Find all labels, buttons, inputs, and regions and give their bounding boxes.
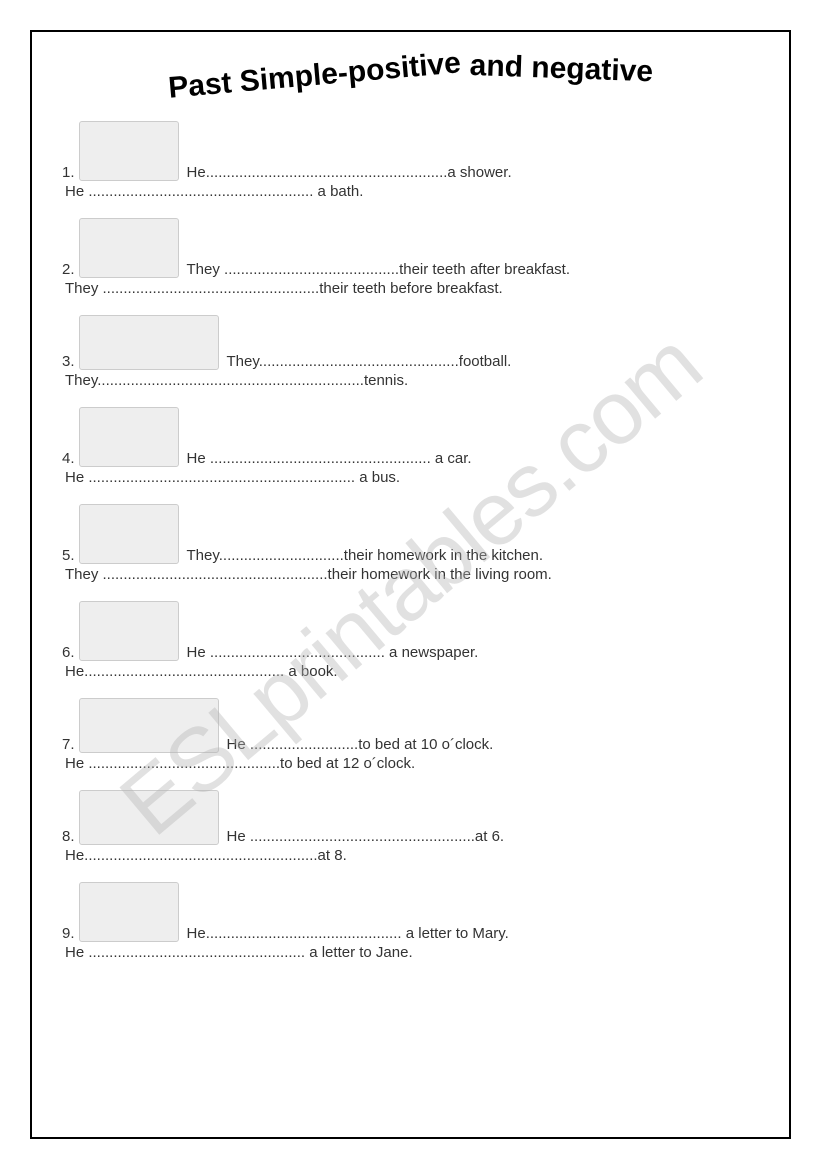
exercise-image <box>79 504 179 564</box>
exercise-line1-text: They..............................their … <box>187 547 544 564</box>
exercise-line2: He......................................… <box>65 663 759 680</box>
exercise-line1-text: They ...................................… <box>187 261 570 278</box>
exercise-line1: 7. He ..........................to bed at… <box>62 698 759 753</box>
page-border: ESLprintables.com Past Simple-positive a… <box>30 30 791 1139</box>
title-part1: Past Simple-positive <box>167 46 462 105</box>
exercise-number: 2. <box>62 261 75 278</box>
exercise-line1-text: He .....................................… <box>187 450 472 467</box>
exercise-image <box>79 315 219 370</box>
exercise-line2: He .....................................… <box>65 944 759 961</box>
title-part2: and negative <box>469 49 653 89</box>
exercise-line1: 8. He ...................................… <box>62 790 759 845</box>
exercise-number: 5. <box>62 547 75 564</box>
exercise-line2: He .....................................… <box>65 183 759 200</box>
exercise-line1-text: He .....................................… <box>227 828 505 845</box>
exercise-number: 6. <box>62 644 75 661</box>
exercise-line2: They....................................… <box>65 372 759 389</box>
exercise-item: 9. He....................................… <box>62 882 759 961</box>
exercise-line1-text: He ..........................to bed at 1… <box>227 736 494 753</box>
exercise-number: 8. <box>62 828 75 845</box>
exercise-line1-text: He......................................… <box>187 925 509 942</box>
exercise-image <box>79 121 179 181</box>
exercise-item: 5. They..............................thei… <box>62 504 759 583</box>
exercise-line2: He .....................................… <box>65 755 759 772</box>
exercise-item: 1. He....................................… <box>62 121 759 200</box>
exercises-container: 1. He....................................… <box>62 121 759 961</box>
exercise-number: 3. <box>62 353 75 370</box>
exercise-image <box>79 218 179 278</box>
exercise-line2: He .....................................… <box>65 469 759 486</box>
exercise-line1: 4. He ...................................… <box>62 407 759 467</box>
exercise-line1: 3. They..................................… <box>62 315 759 370</box>
exercise-number: 7. <box>62 736 75 753</box>
exercise-image <box>79 698 219 753</box>
worksheet-title: Past Simple-positive and negative <box>62 39 760 109</box>
exercise-number: 9. <box>62 925 75 942</box>
exercise-line1: 2. They .................................… <box>62 218 759 278</box>
exercise-item: 7. He ..........................to bed at… <box>62 698 759 772</box>
exercise-item: 6. He ...................................… <box>62 601 759 680</box>
exercise-item: 4. He ...................................… <box>62 407 759 486</box>
exercise-item: 3. They..................................… <box>62 315 759 389</box>
exercise-line2: He......................................… <box>65 847 759 864</box>
exercise-number: 1. <box>62 164 75 181</box>
exercise-line1-text: They....................................… <box>227 353 512 370</box>
exercise-image <box>79 407 179 467</box>
exercise-image <box>79 882 179 942</box>
exercise-image <box>79 601 179 661</box>
exercise-line1: 9. He....................................… <box>62 882 759 942</box>
exercise-line1-text: He......................................… <box>187 164 512 181</box>
exercise-line1: 5. They..............................thei… <box>62 504 759 564</box>
exercise-line1: 1. He....................................… <box>62 121 759 181</box>
exercise-image <box>79 790 219 845</box>
exercise-line2: They ...................................… <box>65 566 759 583</box>
exercise-item: 8. He ...................................… <box>62 790 759 864</box>
exercise-line1: 6. He ...................................… <box>62 601 759 661</box>
exercise-line1-text: He .....................................… <box>187 644 479 661</box>
exercise-line2: They ...................................… <box>65 280 759 297</box>
exercise-item: 2. They .................................… <box>62 218 759 297</box>
exercise-number: 4. <box>62 450 75 467</box>
